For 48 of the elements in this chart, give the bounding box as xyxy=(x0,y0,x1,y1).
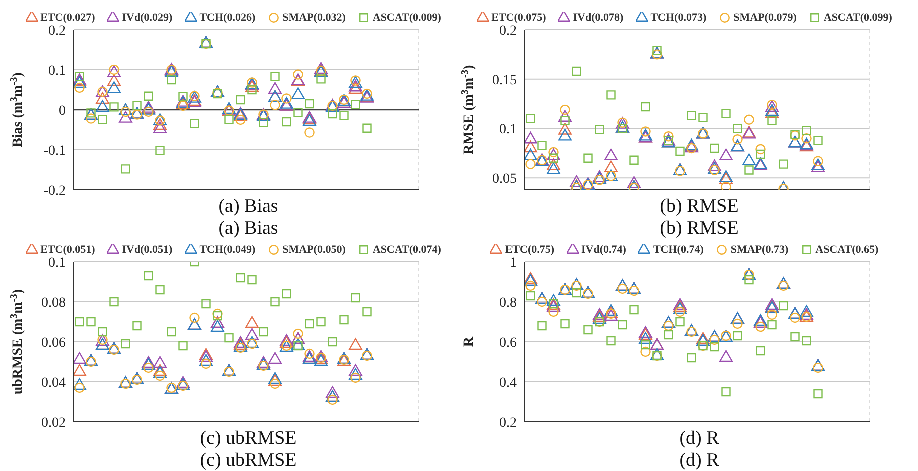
legend-label: IVd(0.74) xyxy=(582,244,626,256)
y-tick-label: 0.2 xyxy=(48,24,66,39)
legend-label: ETC(0.075) xyxy=(492,12,546,24)
y-tick-label: 0.4 xyxy=(500,376,517,391)
text: (b) RMSE xyxy=(659,196,740,218)
text: (a) Bias xyxy=(218,196,278,217)
y-axis-title: R xyxy=(462,336,477,348)
text: (c) ubRMSE xyxy=(200,428,297,449)
legend-label: IVd(0.029) xyxy=(122,12,173,24)
legend-label: TCH(0.026) xyxy=(200,12,256,24)
legend-label: ASCAT(0.099) xyxy=(824,12,892,24)
legend-label: SMAP(0.050) xyxy=(282,244,346,256)
legend-label: ETC(0.027) xyxy=(40,12,96,24)
y-tick-label: 0.1 xyxy=(500,122,517,138)
legend-label: TCH(0.049) xyxy=(200,244,256,256)
y-tick-label: 0 xyxy=(59,104,66,119)
legend-label: SMAP(0.079) xyxy=(734,12,797,24)
y-tick-label: 1 xyxy=(510,256,517,271)
text: (c) ubRMSE xyxy=(199,450,298,471)
y-tick-label: 0.1 xyxy=(48,64,66,79)
y-tick-label: 0.2 xyxy=(500,416,517,431)
text: (b) RMSE xyxy=(659,218,740,240)
legend-label: ETC(0.051) xyxy=(40,244,96,256)
legend-label: ASCAT(0.65) xyxy=(816,244,879,256)
text: (d) R xyxy=(680,428,720,449)
y-tick-label: 0.6 xyxy=(500,336,517,351)
legend-label: TCH(0.073) xyxy=(650,12,707,24)
y-tick-label: 0.08 xyxy=(42,296,66,311)
legend-label: IVd(0.051) xyxy=(122,244,173,256)
y-tick-label: 0.02 xyxy=(42,416,66,431)
legend-label: IVd(0.078) xyxy=(573,12,624,24)
legend-label: TCH(0.74) xyxy=(653,244,704,256)
legend-label: ASCAT(0.074) xyxy=(372,244,442,256)
legend-label: SMAP(0.73) xyxy=(730,244,789,256)
legend-label: ASCAT(0.009) xyxy=(372,12,442,24)
legend-label: ETC(0.75) xyxy=(505,244,555,256)
legend-label: SMAP(0.032) xyxy=(282,12,346,24)
text: (a) Bias xyxy=(218,218,280,240)
y-tick-label: 0.2 xyxy=(500,24,517,39)
y-tick-label: 0.06 xyxy=(42,336,66,351)
text: (d) R xyxy=(678,450,720,471)
y-tick-label: 0.8 xyxy=(500,296,517,311)
y-tick-label: -0.1 xyxy=(44,144,66,159)
y-tick-label: 0.04 xyxy=(42,376,66,391)
y-tick-label: 0.1 xyxy=(48,256,66,271)
y-tick-label: 0.15 xyxy=(492,73,517,88)
y-tick-label: 0.05 xyxy=(492,172,517,188)
y-tick-label: -0.2 xyxy=(44,184,66,199)
